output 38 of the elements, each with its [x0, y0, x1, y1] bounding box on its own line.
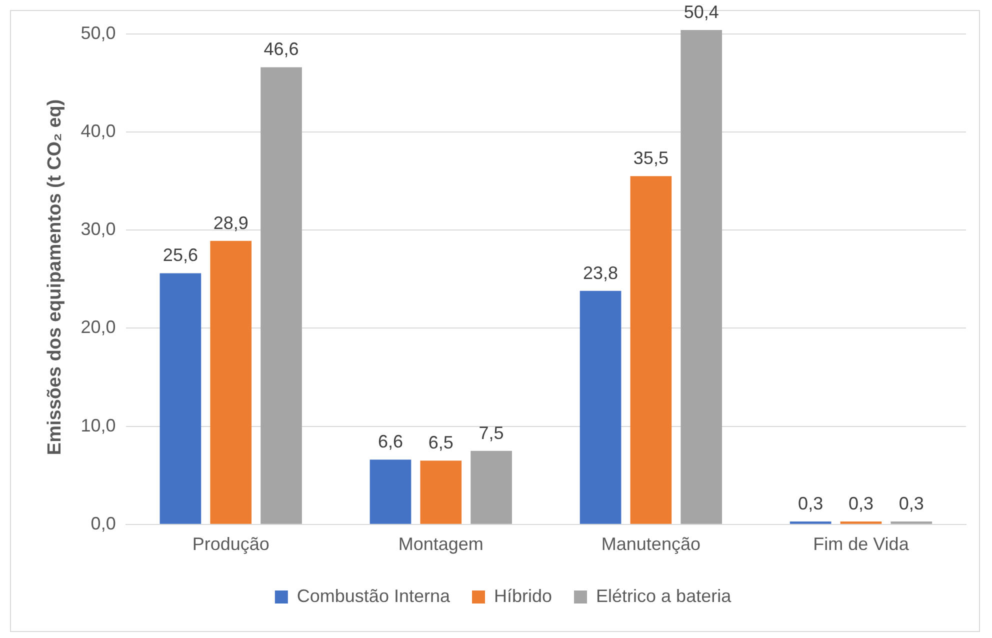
- data-label: 50,4: [684, 2, 719, 22]
- bar: [210, 240, 252, 524]
- legend-label: Elétrico a bateria: [596, 586, 732, 606]
- bar: [260, 67, 302, 524]
- x-tick-label: Fim de Vida: [813, 534, 910, 554]
- legend-label: Híbrido: [494, 586, 552, 606]
- data-label: 7,5: [478, 422, 504, 443]
- data-label: 46,6: [264, 39, 299, 60]
- y-tick-label: 40,0: [80, 120, 116, 141]
- data-label: 0,3: [798, 493, 824, 514]
- bar: [790, 521, 832, 524]
- bar: [470, 450, 512, 524]
- data-label: 28,9: [213, 212, 248, 233]
- bar: [630, 176, 672, 524]
- data-label: 0,3: [848, 493, 874, 514]
- y-axis-title: Emissões dos equipamentos (t CO₂ eq): [44, 99, 66, 456]
- y-tick-label: 30,0: [80, 219, 116, 240]
- x-tick-label: Manutenção: [601, 534, 700, 554]
- bar: [840, 521, 882, 524]
- data-label: 0,3: [898, 493, 924, 514]
- data-label: 23,8: [583, 262, 618, 283]
- y-tick-label: 50,0: [80, 22, 116, 43]
- data-label: 35,5: [633, 148, 668, 168]
- data-label: 6,6: [378, 432, 403, 452]
- bar: [370, 460, 412, 524]
- legend-label: Combustão Interna: [296, 586, 451, 606]
- bar: [580, 290, 622, 524]
- bar: [890, 521, 932, 524]
- bar: [680, 30, 722, 524]
- data-label: 25,6: [162, 245, 198, 266]
- data-label: 6,5: [428, 432, 454, 453]
- y-tick-label: 0,0: [90, 513, 116, 534]
- bar: [160, 273, 202, 524]
- x-tick-label: Produção: [192, 534, 270, 554]
- bar: [420, 460, 462, 524]
- y-tick-label: 20,0: [80, 317, 116, 338]
- x-tick-label: Montagem: [398, 534, 484, 554]
- y-tick-label: 10,0: [80, 415, 116, 436]
